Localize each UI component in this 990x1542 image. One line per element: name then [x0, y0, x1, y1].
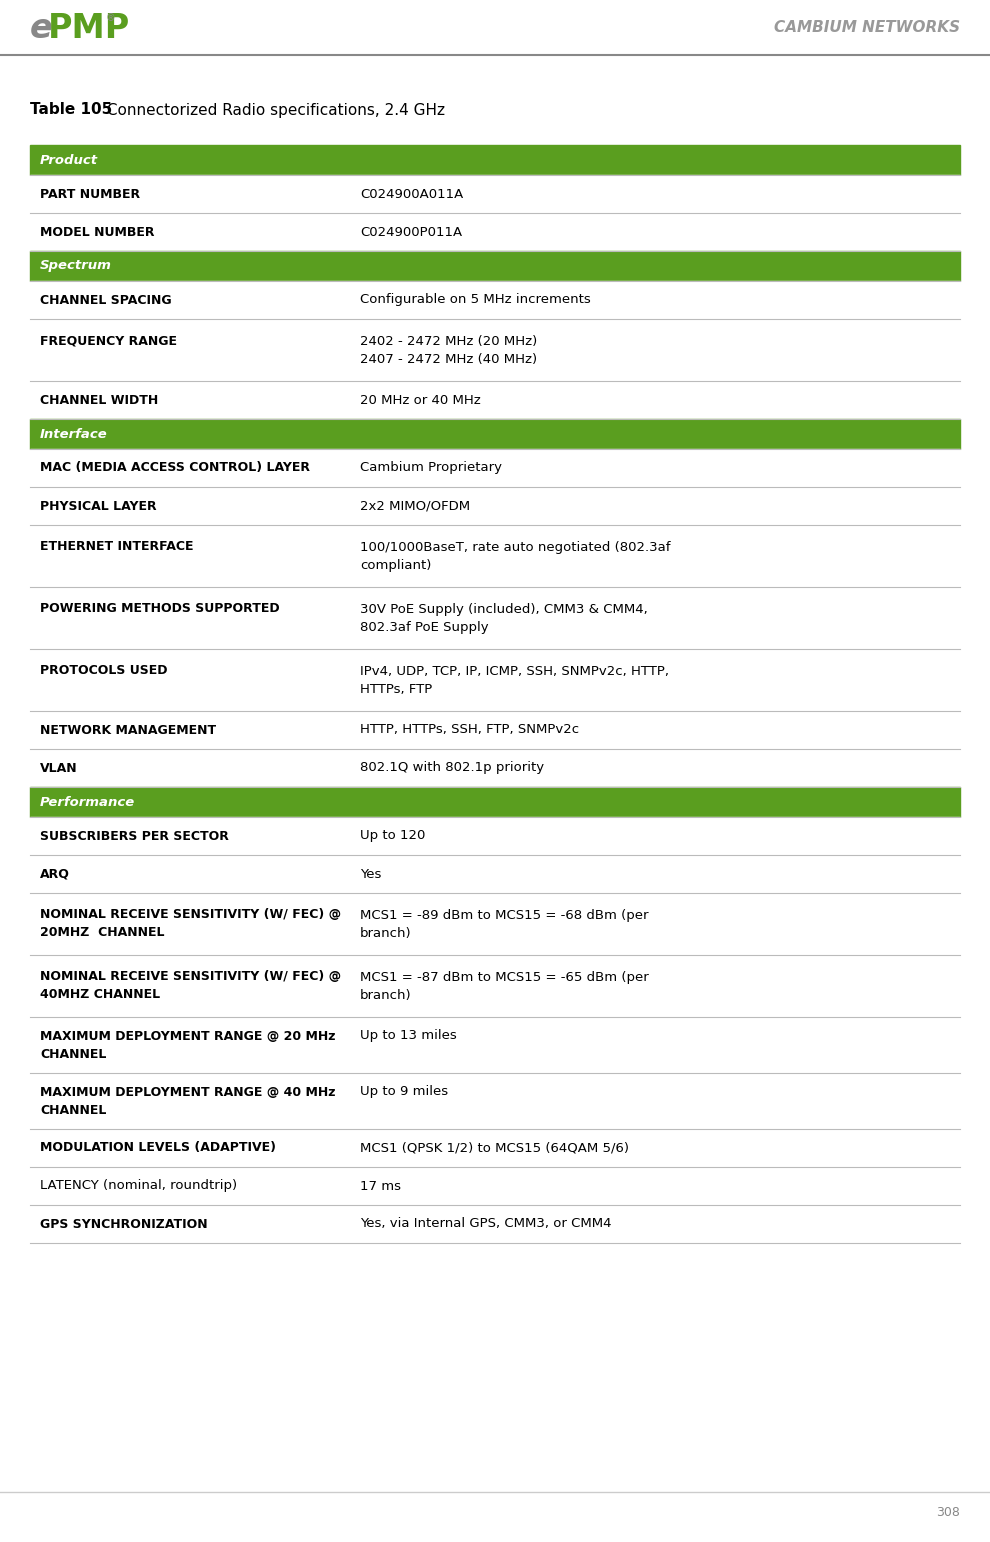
Text: 40MHZ CHANNEL: 40MHZ CHANNEL: [40, 988, 160, 1001]
Text: 308: 308: [937, 1505, 960, 1519]
Text: 802.3af PoE Supply: 802.3af PoE Supply: [360, 620, 489, 634]
Text: Configurable on 5 MHz increments: Configurable on 5 MHz increments: [360, 293, 591, 307]
Text: NOMINAL RECEIVE SENSITIVITY (W/ FEC) @: NOMINAL RECEIVE SENSITIVITY (W/ FEC) @: [40, 908, 342, 922]
Text: 802.1Q with 802.1p priority: 802.1Q with 802.1p priority: [360, 762, 544, 774]
Bar: [30, 251, 960, 281]
Text: MAXIMUM DEPLOYMENT RANGE @ 40 MHz: MAXIMUM DEPLOYMENT RANGE @ 40 MHz: [40, 1086, 336, 1098]
Text: CHANNEL: CHANNEL: [40, 1104, 106, 1116]
Text: branch): branch): [360, 988, 412, 1001]
Text: IPv4, UDP, TCP, IP, ICMP, SSH, SNMPv2c, HTTP,: IPv4, UDP, TCP, IP, ICMP, SSH, SNMPv2c, …: [360, 665, 669, 677]
Text: LATENCY (nominal, roundtrip): LATENCY (nominal, roundtrip): [40, 1180, 238, 1192]
Text: C024900P011A: C024900P011A: [360, 225, 462, 239]
Text: Yes: Yes: [360, 868, 381, 880]
Bar: [30, 213, 960, 251]
Bar: [30, 749, 960, 786]
Text: 2402 - 2472 MHz (20 MHz): 2402 - 2472 MHz (20 MHz): [360, 335, 538, 347]
Text: ARQ: ARQ: [40, 868, 70, 880]
Bar: [30, 711, 960, 749]
Bar: [30, 381, 960, 419]
Text: MODEL NUMBER: MODEL NUMBER: [40, 225, 154, 239]
Text: compliant): compliant): [360, 558, 432, 572]
Text: CHANNEL WIDTH: CHANNEL WIDTH: [40, 393, 158, 407]
Bar: [30, 1073, 960, 1129]
Text: Interface: Interface: [40, 427, 108, 441]
Text: e: e: [30, 11, 52, 45]
Bar: [30, 893, 960, 954]
Bar: [30, 1129, 960, 1167]
Bar: [30, 649, 960, 711]
Bar: [30, 1018, 960, 1073]
Text: MODULATION LEVELS (ADAPTIVE): MODULATION LEVELS (ADAPTIVE): [40, 1141, 276, 1155]
Bar: [30, 786, 960, 817]
Text: Up to 13 miles: Up to 13 miles: [360, 1030, 456, 1042]
Bar: [30, 145, 960, 174]
Bar: [30, 854, 960, 893]
Text: Up to 120: Up to 120: [360, 830, 426, 842]
Text: 2x2 MIMO/OFDM: 2x2 MIMO/OFDM: [360, 500, 470, 512]
Text: CHANNEL: CHANNEL: [40, 1047, 106, 1061]
Text: ®: ®: [106, 12, 116, 23]
Text: Yes, via Internal GPS, CMM3, or CMM4: Yes, via Internal GPS, CMM3, or CMM4: [360, 1218, 612, 1231]
Text: MCS1 = -89 dBm to MCS15 = -68 dBm (per: MCS1 = -89 dBm to MCS15 = -68 dBm (per: [360, 908, 648, 922]
Text: 20 MHz or 40 MHz: 20 MHz or 40 MHz: [360, 393, 481, 407]
Text: Product: Product: [40, 154, 98, 167]
Text: POWERING METHODS SUPPORTED: POWERING METHODS SUPPORTED: [40, 603, 279, 615]
Text: C024900A011A: C024900A011A: [360, 188, 463, 200]
Text: CHANNEL SPACING: CHANNEL SPACING: [40, 293, 171, 307]
Bar: [30, 319, 960, 381]
Text: Cambium Proprietary: Cambium Proprietary: [360, 461, 502, 475]
Text: 20MHZ  CHANNEL: 20MHZ CHANNEL: [40, 927, 164, 939]
Bar: [30, 954, 960, 1018]
Text: SUBSCRIBERS PER SECTOR: SUBSCRIBERS PER SECTOR: [40, 830, 229, 842]
Bar: [30, 817, 960, 854]
Text: PART NUMBER: PART NUMBER: [40, 188, 141, 200]
Bar: [30, 1204, 960, 1243]
Text: Spectrum: Spectrum: [40, 259, 112, 273]
Bar: [30, 487, 960, 524]
Text: MAXIMUM DEPLOYMENT RANGE @ 20 MHz: MAXIMUM DEPLOYMENT RANGE @ 20 MHz: [40, 1030, 336, 1042]
Text: GPS SYNCHRONIZATION: GPS SYNCHRONIZATION: [40, 1218, 208, 1231]
Bar: [30, 524, 960, 588]
Text: 100/1000BaseT, rate auto negotiated (802.3af: 100/1000BaseT, rate auto negotiated (802…: [360, 541, 670, 554]
Text: 17 ms: 17 ms: [360, 1180, 401, 1192]
Text: MCS1 = -87 dBm to MCS15 = -65 dBm (per: MCS1 = -87 dBm to MCS15 = -65 dBm (per: [360, 970, 648, 984]
Text: MCS1 (QPSK 1/2) to MCS15 (64QAM 5/6): MCS1 (QPSK 1/2) to MCS15 (64QAM 5/6): [360, 1141, 629, 1155]
Text: NOMINAL RECEIVE SENSITIVITY (W/ FEC) @: NOMINAL RECEIVE SENSITIVITY (W/ FEC) @: [40, 970, 342, 984]
Text: FREQUENCY RANGE: FREQUENCY RANGE: [40, 335, 177, 347]
Text: VLAN: VLAN: [40, 762, 77, 774]
Text: PHYSICAL LAYER: PHYSICAL LAYER: [40, 500, 156, 512]
Text: PMP: PMP: [48, 11, 131, 45]
Text: 2407 - 2472 MHz (40 MHz): 2407 - 2472 MHz (40 MHz): [360, 353, 538, 365]
Text: HTTPs, FTP: HTTPs, FTP: [360, 683, 433, 695]
Text: Up to 9 miles: Up to 9 miles: [360, 1086, 448, 1098]
Text: 30V PoE Supply (included), CMM3 & CMM4,: 30V PoE Supply (included), CMM3 & CMM4,: [360, 603, 647, 615]
Text: Performance: Performance: [40, 796, 136, 808]
Text: PROTOCOLS USED: PROTOCOLS USED: [40, 665, 167, 677]
Text: branch): branch): [360, 927, 412, 939]
Text: ETHERNET INTERFACE: ETHERNET INTERFACE: [40, 541, 193, 554]
Text: CAMBIUM NETWORKS: CAMBIUM NETWORKS: [774, 20, 960, 35]
Bar: [30, 419, 960, 449]
Bar: [30, 174, 960, 213]
Text: Connectorized Radio specifications, 2.4 GHz: Connectorized Radio specifications, 2.4 …: [102, 102, 445, 117]
Bar: [30, 281, 960, 319]
Bar: [30, 449, 960, 487]
Text: MAC (MEDIA ACCESS CONTROL) LAYER: MAC (MEDIA ACCESS CONTROL) LAYER: [40, 461, 310, 475]
Bar: [30, 1167, 960, 1204]
Text: NETWORK MANAGEMENT: NETWORK MANAGEMENT: [40, 723, 216, 737]
Bar: [30, 588, 960, 649]
Text: HTTP, HTTPs, SSH, FTP, SNMPv2c: HTTP, HTTPs, SSH, FTP, SNMPv2c: [360, 723, 579, 737]
Text: Table 105: Table 105: [30, 102, 112, 117]
